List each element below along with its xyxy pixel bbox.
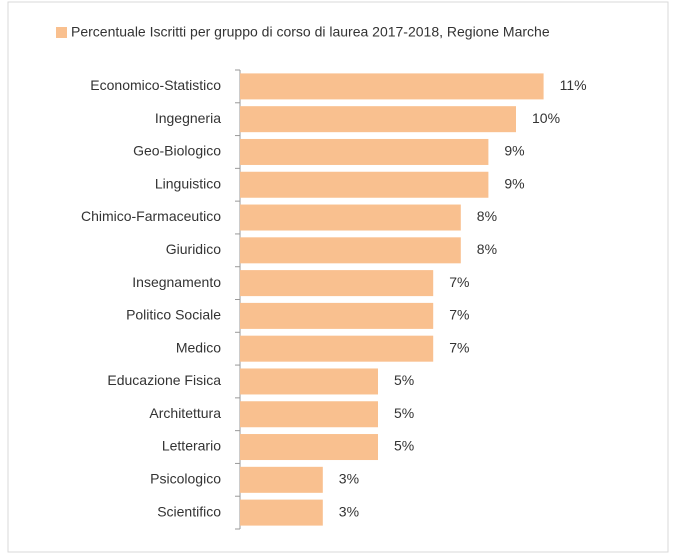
bar bbox=[240, 368, 378, 395]
data-label: 10% bbox=[532, 110, 560, 126]
data-label: 5% bbox=[394, 405, 414, 421]
bar bbox=[240, 106, 516, 133]
data-label: 5% bbox=[394, 372, 414, 388]
data-label: 7% bbox=[449, 339, 469, 355]
data-label: 7% bbox=[449, 307, 469, 323]
legend-swatch bbox=[56, 27, 67, 38]
category-label: Ingegneria bbox=[155, 110, 221, 126]
data-label: 5% bbox=[394, 438, 414, 454]
category-label: Economico-Statistico bbox=[90, 77, 221, 93]
bar bbox=[240, 237, 461, 264]
bar bbox=[240, 270, 434, 297]
bar bbox=[240, 335, 434, 362]
category-label: Insegnamento bbox=[132, 274, 221, 290]
category-label: Giuridico bbox=[166, 241, 221, 257]
bar bbox=[240, 434, 378, 461]
data-label: 11% bbox=[560, 77, 587, 93]
data-label: 9% bbox=[504, 143, 524, 159]
bar bbox=[240, 401, 378, 428]
bar bbox=[240, 204, 461, 231]
category-label: Scientifico bbox=[157, 503, 221, 519]
category-label: Architettura bbox=[149, 405, 221, 421]
data-label: 8% bbox=[477, 241, 497, 257]
data-label: 9% bbox=[504, 175, 524, 191]
category-label: Politico Sociale bbox=[126, 307, 221, 323]
data-label: 3% bbox=[339, 503, 359, 519]
category-label: Educazione Fisica bbox=[107, 372, 221, 388]
data-label: 7% bbox=[449, 274, 469, 290]
legend-label: Percentuale Iscritti per gruppo di corso… bbox=[71, 24, 550, 40]
bar bbox=[240, 73, 544, 100]
category-label: Psicologico bbox=[150, 471, 221, 487]
category-label: Linguistico bbox=[155, 175, 221, 191]
bar bbox=[240, 138, 489, 165]
data-label: 8% bbox=[477, 208, 497, 224]
bar bbox=[240, 302, 434, 329]
bar bbox=[240, 499, 323, 526]
category-label: Letterario bbox=[162, 438, 221, 454]
bar bbox=[240, 171, 489, 198]
data-label: 3% bbox=[339, 471, 359, 487]
category-label: Geo-Biologico bbox=[133, 143, 221, 159]
category-label: Medico bbox=[176, 339, 221, 355]
bar bbox=[240, 466, 323, 493]
category-label: Chimico-Farmaceutico bbox=[81, 208, 221, 224]
